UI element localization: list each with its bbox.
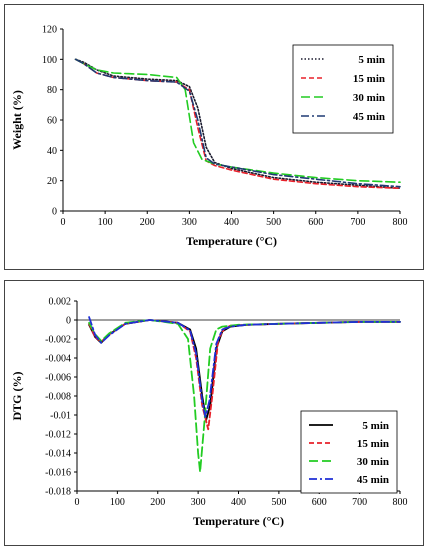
x-tick-label: 500 xyxy=(271,497,286,508)
y-axis-label: DTG (%) xyxy=(10,372,24,421)
y-tick-label: 120 xyxy=(42,25,57,36)
series-line-5-min xyxy=(74,58,401,190)
y-tick-label: 60 xyxy=(47,116,57,127)
series-line-45-min xyxy=(88,316,401,418)
y-tick-label: 40 xyxy=(47,146,57,157)
y-tick-label: 0.002 xyxy=(49,297,72,308)
y-tick-label: -0.016 xyxy=(45,468,71,479)
tga-weight-chart-panel: 0 100 200 300 400 500 600 700 800 0 20 40 60 80 100 120… xyxy=(4,4,424,270)
y-tick-label: -0.018 xyxy=(45,487,71,498)
x-tick-label: 0 xyxy=(75,497,80,508)
x-tick-label: 400 xyxy=(224,217,239,228)
y-axis-label: Weight (%) xyxy=(10,90,24,150)
x-tick-label: 700 xyxy=(350,217,365,228)
legend-label: 45 min xyxy=(357,474,389,486)
y-tick-label: -0.01 xyxy=(50,411,71,422)
y-tick-label: 0 xyxy=(52,207,57,218)
y-tick-label: 100 xyxy=(42,55,57,66)
legend: 5 min 15 min 30 min 45 min xyxy=(300,410,398,494)
x-tick-label: 800 xyxy=(393,497,408,508)
x-tick-label: 100 xyxy=(110,497,125,508)
axes: 0 100 200 300 400 500 600 700 800 0 20 40 60 80 100 120 xyxy=(42,25,408,229)
y-tick-label: -0.008 xyxy=(45,392,71,403)
x-tick-label: 600 xyxy=(312,497,327,508)
series-line-30-min xyxy=(74,58,401,183)
legend-label: 5 min xyxy=(362,420,389,432)
axes: 0 100 200 300 400 500 600 700 800 0.002 0 -0.002 -0.… xyxy=(45,297,407,509)
x-tick-label: 100 xyxy=(98,217,113,228)
x-tick-label: 200 xyxy=(150,497,165,508)
dtg-chart: 0 100 200 300 400 500 600 700 800 0.002 0 -0.002 -0.… xyxy=(10,297,408,529)
x-tick-label: 0 xyxy=(61,217,66,228)
y-tick-label: 80 xyxy=(47,85,57,96)
y-tick-label: -0.004 xyxy=(45,354,71,365)
x-tick-label: 300 xyxy=(191,497,206,508)
legend-label: 30 min xyxy=(357,456,389,468)
legend-box xyxy=(292,44,394,134)
y-tick-label: -0.002 xyxy=(45,335,71,346)
legend-label: 5 min xyxy=(358,54,385,66)
x-tick-label: 500 xyxy=(266,217,281,228)
x-tick-label: 700 xyxy=(352,497,367,508)
y-tick-label: 0 xyxy=(66,316,71,327)
legend-label: 15 min xyxy=(353,73,385,85)
x-tick-label: 400 xyxy=(231,497,246,508)
y-tick-label: -0.014 xyxy=(45,449,71,460)
dtg-chart-panel: 0 100 200 300 400 500 600 700 800 0.002 0 -0.002 -0.… xyxy=(4,280,424,546)
x-tick-label: 800 xyxy=(393,217,408,228)
x-tick-label: 300 xyxy=(182,217,197,228)
legend-label: 30 min xyxy=(353,92,385,104)
series-line-15-min xyxy=(74,58,401,190)
series-line-45-min xyxy=(74,58,401,188)
x-tick-label: 200 xyxy=(140,217,155,228)
y-tick-label: -0.006 xyxy=(45,373,71,384)
y-tick-label: -0.012 xyxy=(45,430,71,441)
legend-label: 45 min xyxy=(353,111,385,123)
x-axis-label: Temperature (°C) xyxy=(193,514,284,528)
legend-label: 15 min xyxy=(357,438,389,450)
legend: 5 min 15 min 30 min 45 min xyxy=(292,44,394,134)
x-tick-label: 600 xyxy=(308,217,323,228)
y-tick-label: 20 xyxy=(47,176,57,187)
tga-weight-chart: 0 100 200 300 400 500 600 700 800 0 20 40 60 80 100 120… xyxy=(10,25,408,249)
x-axis-label: Temperature (°C) xyxy=(186,234,277,248)
series-line-5-min xyxy=(88,319,401,421)
